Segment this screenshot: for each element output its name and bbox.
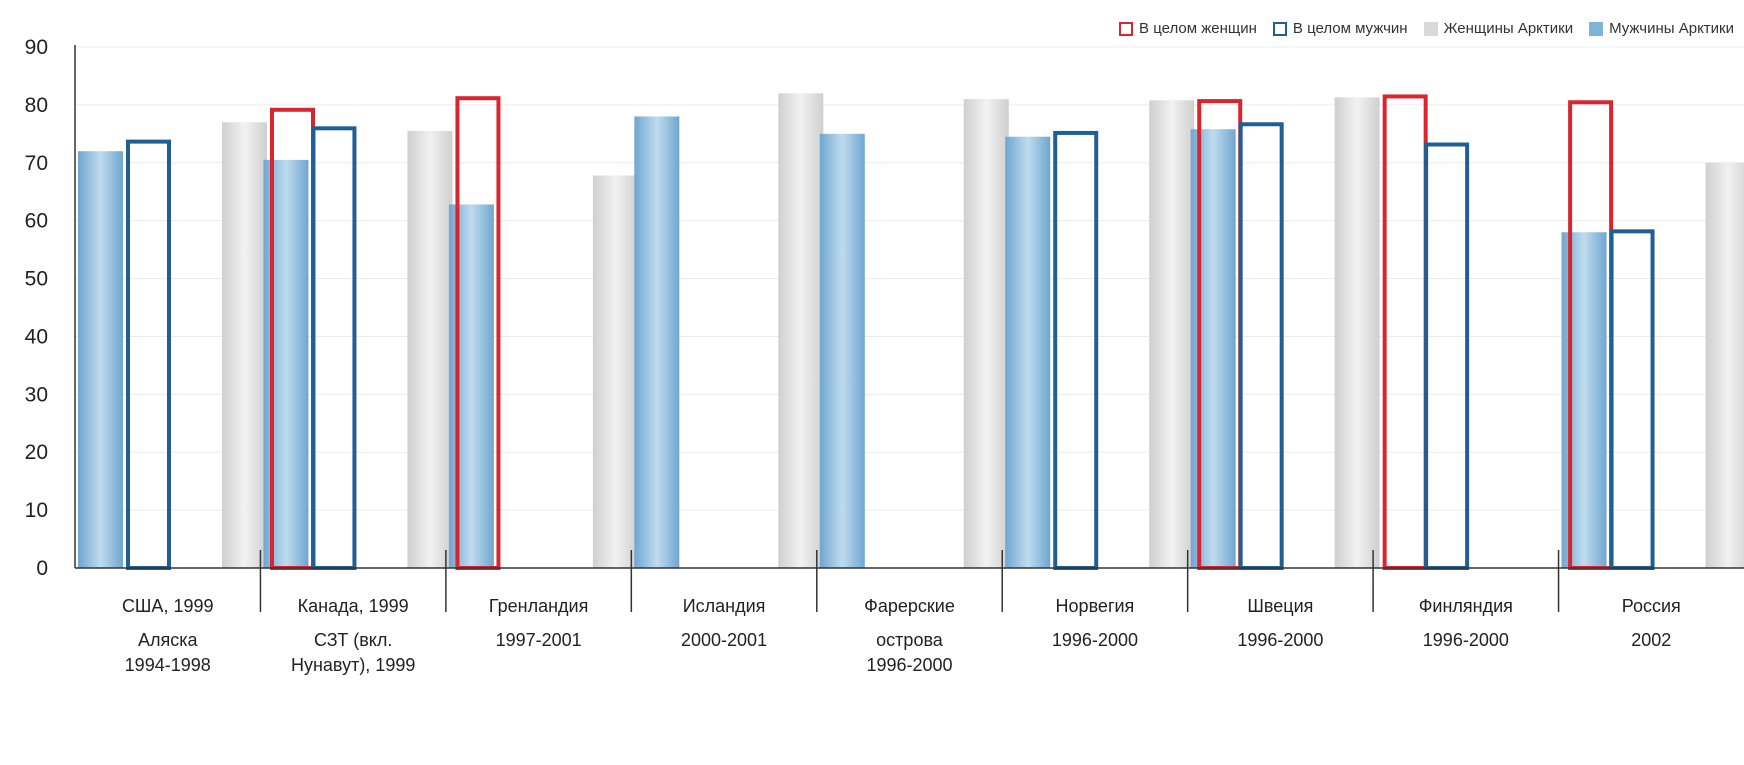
x-category-label: Нунавут), 1999 xyxy=(291,655,415,675)
legend-item-total-men: В целом мужчин xyxy=(1272,20,1408,37)
bar-arctic-women xyxy=(1705,162,1744,568)
bar-arctic-women xyxy=(1149,100,1195,568)
legend-item-arctic-women: Женщины Арктики xyxy=(1423,20,1574,37)
axes xyxy=(74,45,1744,612)
y-tick-label: 40 xyxy=(25,325,48,348)
x-category-label: 1994-1998 xyxy=(125,655,211,675)
bar-total-men xyxy=(1424,142,1470,570)
x-category-label: Гренландия xyxy=(489,596,588,616)
bar-total-men xyxy=(1609,229,1655,570)
x-category-label: Исландия xyxy=(683,596,766,616)
x-category-label: 1996-2000 xyxy=(866,655,952,675)
x-category-label: острова xyxy=(876,630,944,650)
x-category-label: Швеция xyxy=(1247,596,1313,616)
x-category-label: Норвегия xyxy=(1056,596,1135,616)
x-category-label: США, 1999 xyxy=(122,596,214,616)
bar-total-men xyxy=(126,139,171,570)
x-category-label: Россия xyxy=(1622,596,1681,616)
bar-arctic-women xyxy=(1334,97,1380,568)
y-tick-label: 0 xyxy=(36,557,48,580)
legend-swatch xyxy=(1423,21,1438,36)
bar-arctic-women xyxy=(592,175,638,568)
legend-label: Женщины Арктики xyxy=(1443,20,1574,37)
bar-total-men xyxy=(1053,130,1099,570)
legend-swatch xyxy=(1589,21,1604,36)
y-tick-label: 20 xyxy=(25,441,48,464)
bar-total-women xyxy=(1382,94,1428,570)
x-category-label: 1996-2000 xyxy=(1423,630,1509,650)
x-category-label: Фарерские xyxy=(864,596,955,616)
bar-arctic-women xyxy=(778,93,824,569)
bar-arctic-men xyxy=(78,151,123,568)
y-tick-label: 60 xyxy=(25,210,48,233)
x-category-label: Аляска xyxy=(138,630,199,650)
legend-swatch xyxy=(1119,21,1134,36)
bar-total-men xyxy=(311,126,357,571)
x-category-label: СЗТ (вкл. xyxy=(314,630,392,650)
legend-label: В целом мужчин xyxy=(1292,20,1408,37)
bar-arctic-women xyxy=(407,130,453,568)
bar-arctic-women xyxy=(963,99,1009,568)
x-category-label: 1997-2001 xyxy=(496,630,582,650)
x-category-label: Финляндия xyxy=(1419,596,1513,616)
x-category-label: 1996-2000 xyxy=(1052,630,1138,650)
legend-item-arctic-men: Мужчины Арктики xyxy=(1589,20,1734,37)
y-tick-label: 80 xyxy=(25,94,48,117)
y-tick-label: 90 xyxy=(25,36,48,59)
bar-arctic-men xyxy=(819,133,865,569)
legend: В целом женщин В целом мужчин Женщины Аркт… xyxy=(1119,20,1734,37)
bar-total-men xyxy=(1238,122,1284,570)
bar-arctic-women xyxy=(222,122,267,568)
legend-label: Мужчины Арктики xyxy=(1609,20,1734,37)
legend-label: В целом женщин xyxy=(1139,20,1257,37)
x-category-label: Канада, 1999 xyxy=(298,596,409,616)
gridlines xyxy=(75,46,1744,511)
y-tick-labels: 0 10 20 30 40 50 60 70 80 90 xyxy=(25,36,48,580)
x-category-label: 2000-2001 xyxy=(681,630,767,650)
bar-arctic-men xyxy=(634,116,680,568)
y-tick-label: 50 xyxy=(25,268,48,291)
x-category-label: 2002 xyxy=(1631,630,1671,650)
y-tick-label: 30 xyxy=(25,383,48,406)
x-category-labels: США, 1999 Аляска 1994-1998 Канада, 1999 СЗТ … xyxy=(122,596,1681,675)
y-tick-label: 70 xyxy=(25,152,48,175)
legend-item-total-women: В целом женщин xyxy=(1119,20,1257,37)
x-category-label: 1996-2000 xyxy=(1237,630,1323,650)
bar-arctic-men xyxy=(1005,136,1051,568)
bars xyxy=(78,93,1744,571)
y-tick-label: 10 xyxy=(25,499,48,522)
legend-swatch xyxy=(1272,21,1287,36)
